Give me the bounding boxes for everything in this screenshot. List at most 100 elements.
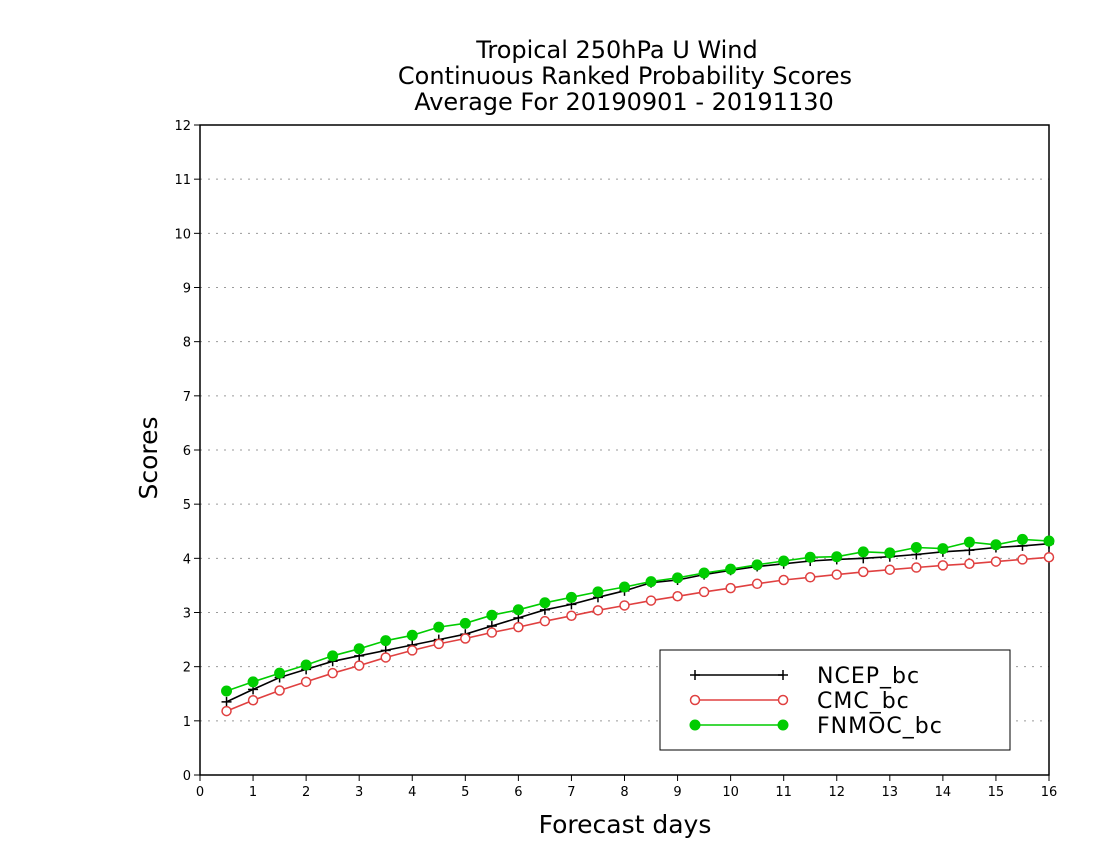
- point-fnmoc-bc-26: [910, 542, 922, 553]
- point-fnmoc-bc-30: [1016, 533, 1028, 545]
- x-tick-label-6: 6: [514, 785, 522, 800]
- chart-title-group: Tropical 250hPa U Wind Continuous Ranked…: [398, 36, 852, 116]
- y-tick-label-1: 1: [183, 715, 191, 730]
- x-tick-label-15: 15: [988, 785, 1005, 800]
- point-fnmoc-bc-5: [353, 643, 365, 655]
- y-tick-label-12: 12: [174, 119, 191, 134]
- point-cmc-bc-17: [672, 591, 683, 602]
- point-cmc-bc-16: [645, 595, 657, 606]
- point-cmc-bc-28: [964, 558, 975, 569]
- x-tick-label-8: 8: [620, 785, 628, 800]
- x-tick-label-1: 1: [249, 785, 257, 800]
- legend-item-ncep-bc: NCEP_bc: [690, 664, 920, 689]
- x-tick-label-12: 12: [828, 785, 845, 800]
- point-cmc-bc-8: [433, 638, 445, 650]
- point-fnmoc-bc-22: [804, 551, 816, 563]
- legend-item-cmc-bc: CMC_bc: [689, 689, 910, 714]
- x-tick-label-5: 5: [461, 785, 469, 800]
- point-fnmoc-bc-28: [963, 536, 975, 548]
- legend-marker-end-cmc-bc: [777, 694, 789, 706]
- point-fnmoc-bc-19: [725, 563, 737, 575]
- point-cmc-bc-21: [778, 574, 789, 586]
- legend-marker-end-fnmoc-bc: [777, 719, 789, 731]
- y-tick-label-4: 4: [183, 552, 191, 567]
- point-fnmoc-bc-18: [698, 567, 710, 579]
- point-fnmoc-bc-31: [1043, 535, 1055, 547]
- x-tick-label-4: 4: [408, 785, 416, 800]
- point-cmc-bc-18: [698, 586, 710, 598]
- chart-title-line-1: Tropical 250hPa U Wind: [475, 36, 758, 64]
- point-fnmoc-bc-2: [274, 667, 286, 679]
- point-cmc-bc-1: [247, 695, 259, 706]
- point-fnmoc-bc-17: [672, 572, 684, 584]
- point-fnmoc-bc-3: [300, 659, 312, 671]
- point-cmc-bc-5: [353, 660, 365, 671]
- point-cmc-bc-31: [1043, 552, 1055, 563]
- legend-marker-start-fnmoc-bc: [689, 719, 701, 731]
- point-fnmoc-bc-1: [247, 676, 259, 688]
- point-fnmoc-bc-27: [937, 543, 949, 555]
- y-tick-label-5: 5: [183, 498, 191, 513]
- series-cmc-bc: [221, 552, 1055, 717]
- y-tick-label-2: 2: [183, 661, 191, 676]
- point-cmc-bc-29: [990, 556, 1002, 567]
- point-cmc-bc-20: [751, 578, 763, 590]
- point-cmc-bc-25: [884, 564, 896, 575]
- point-cmc-bc-22: [804, 572, 816, 583]
- point-fnmoc-bc-13: [565, 591, 577, 603]
- x-tick-label-11: 11: [775, 785, 792, 800]
- y-tick-label-7: 7: [183, 390, 191, 405]
- legend-label-fnmoc-bc: FNMOC_bc: [817, 714, 943, 739]
- point-cmc-bc-27: [937, 560, 949, 571]
- point-fnmoc-bc-20: [751, 559, 763, 571]
- point-fnmoc-bc-25: [884, 547, 896, 559]
- point-cmc-bc-12: [539, 615, 551, 627]
- point-cmc-bc-7: [407, 645, 418, 656]
- series-fnmoc-bc: [221, 533, 1055, 697]
- point-fnmoc-bc-16: [645, 576, 657, 588]
- legend-label-cmc-bc: CMC_bc: [817, 689, 910, 714]
- point-cmc-bc-9: [460, 633, 471, 644]
- y-tick-label-0: 0: [183, 769, 191, 784]
- legend-marker-end-ncep-bc: [778, 670, 788, 680]
- y-tick-label-11: 11: [174, 173, 191, 188]
- y-tick-label-9: 9: [183, 282, 191, 297]
- point-fnmoc-bc-0: [221, 685, 233, 697]
- grid-lines: [200, 178, 1049, 722]
- legend-label-ncep-bc: NCEP_bc: [817, 664, 920, 689]
- point-cmc-bc-14: [592, 605, 604, 616]
- point-cmc-bc-3: [300, 676, 312, 688]
- point-fnmoc-bc-11: [512, 604, 524, 616]
- chart-title-line-2: Continuous Ranked Probability Scores: [398, 62, 852, 90]
- x-tick-label-10: 10: [722, 785, 739, 800]
- point-cmc-bc-13: [566, 610, 577, 621]
- y-tick-label-6: 6: [183, 444, 191, 459]
- x-tick-label-7: 7: [567, 785, 575, 800]
- series-layer: [221, 533, 1055, 717]
- point-cmc-bc-11: [513, 621, 524, 633]
- x-tick-label-14: 14: [935, 785, 952, 800]
- chart-title-line-3: Average For 20190901 - 20191130: [414, 88, 834, 116]
- point-fnmoc-bc-9: [459, 617, 471, 629]
- point-cmc-bc-30: [1017, 554, 1028, 565]
- y-tick-label-8: 8: [183, 336, 191, 351]
- point-fnmoc-bc-7: [406, 629, 418, 641]
- point-cmc-bc-10: [486, 627, 498, 638]
- point-ncep-bc-0: [221, 696, 232, 707]
- point-fnmoc-bc-6: [380, 635, 392, 647]
- point-cmc-bc-26: [911, 562, 922, 573]
- x-axis-label: Forecast days: [539, 810, 712, 839]
- point-cmc-bc-4: [327, 667, 338, 679]
- point-fnmoc-bc-23: [831, 551, 843, 563]
- x-tick-label-2: 2: [302, 785, 310, 800]
- point-fnmoc-bc-8: [433, 621, 445, 633]
- point-cmc-bc-19: [725, 582, 736, 594]
- y-axis-label: Scores: [134, 416, 163, 499]
- point-fnmoc-bc-21: [778, 555, 790, 567]
- point-cmc-bc-24: [858, 566, 869, 578]
- legend-item-fnmoc-bc: FNMOC_bc: [689, 714, 943, 739]
